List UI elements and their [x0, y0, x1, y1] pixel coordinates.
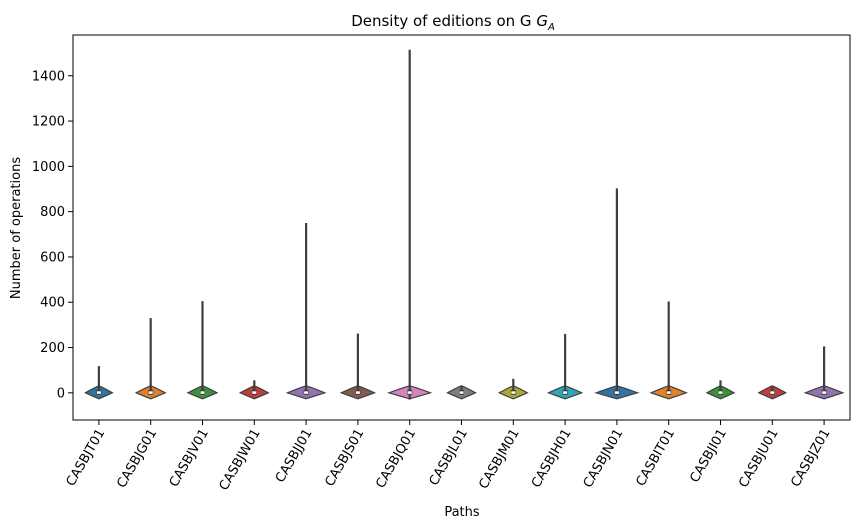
y-axis-title: Number of operations	[9, 157, 24, 299]
y-tick-label: 800	[40, 205, 65, 220]
x-tick-label: CASBJZ01	[788, 427, 833, 490]
violin-median	[614, 391, 619, 394]
violin-CASBJZ01	[803, 346, 845, 400]
violin-CASBJU01	[757, 385, 788, 400]
violin-median	[666, 391, 671, 394]
y-axis: 0 200 400 600 800 1000 1200 1400	[32, 69, 73, 401]
x-tick-label: CASBJU01	[736, 427, 782, 491]
plot-frame	[72, 34, 851, 421]
violin-median	[511, 391, 516, 394]
y-tick-label: 400	[40, 296, 65, 311]
violin-CASBJW01	[238, 380, 270, 400]
x-tick-label: CASBJG01	[114, 427, 160, 491]
violin-median	[355, 391, 360, 394]
x-axis: CASBJT01 CASBJG01 CASBJV01 CASBJW01 CASBJJ01…	[64, 420, 834, 493]
violin-median	[822, 391, 827, 394]
violin-CASBJM01	[497, 378, 529, 400]
violin-median	[252, 391, 257, 394]
violin-CASBJS01	[339, 333, 377, 400]
y-tick-label: 600	[40, 250, 65, 265]
x-tick-label: CASBIT01	[633, 427, 678, 489]
x-tick-label: CASBJT01	[64, 427, 109, 489]
x-tick-label: CASBJW01	[217, 427, 264, 494]
violin-median	[770, 391, 775, 394]
x-tick-label: CASBJJ01	[273, 427, 316, 486]
plot-area	[72, 34, 851, 421]
violin-CASBJV01	[186, 301, 219, 400]
violin-median	[148, 391, 153, 394]
y-tick-label: 1200	[32, 115, 65, 130]
x-axis-title: Paths	[444, 505, 480, 520]
violin-CASBJT01	[84, 366, 114, 400]
y-tick-label: 0	[57, 386, 65, 401]
violin-median	[304, 391, 309, 394]
x-tick-label: CASBJV01	[167, 427, 212, 490]
x-tick-label: CASBJN01	[581, 427, 627, 491]
violin-CASBJH01	[546, 333, 584, 400]
x-tick-label: CASBJS01	[322, 427, 367, 490]
x-tick-label: CASBJQ01	[373, 427, 419, 491]
violin-CASBIT01	[649, 301, 688, 400]
y-tick-label: 1400	[32, 69, 65, 84]
violin-median	[718, 391, 723, 394]
chart-title: Density of editions on G GA	[351, 12, 555, 33]
y-tick-label: 200	[40, 341, 65, 356]
violin-CASBJI01	[705, 380, 736, 400]
violin-CASBJQ01	[387, 49, 433, 400]
x-tick-label: CASBJI01	[687, 427, 730, 486]
violin-median	[459, 391, 464, 394]
x-tick-label: CASBJL01	[427, 427, 471, 489]
violin-CASBJL01	[446, 385, 477, 400]
violin-median	[407, 391, 412, 394]
violin-median	[200, 391, 205, 394]
violin-CASBJJ01	[285, 222, 327, 400]
violin-CASBJG01	[134, 318, 167, 400]
x-tick-label: CASBJM01	[476, 427, 522, 492]
y-tick-label: 1000	[32, 160, 65, 175]
violin-CASBJN01	[594, 188, 640, 400]
x-tick-label: CASBJH01	[529, 427, 575, 491]
violin-median	[563, 391, 568, 394]
violin-median	[96, 391, 101, 394]
